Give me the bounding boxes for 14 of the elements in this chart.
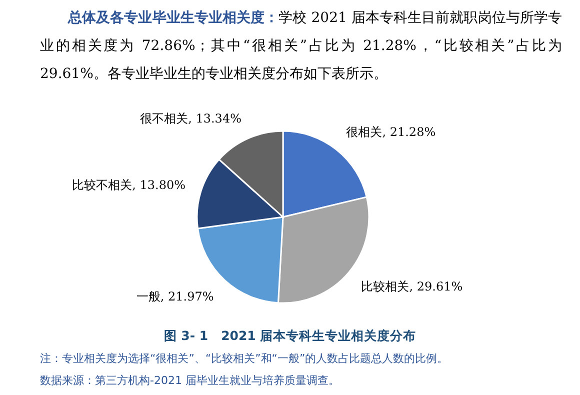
slice-label: 很不相关 [140, 111, 188, 126]
text: 注：专业相关度为选择“很相关”、“比较相关”和“一般”的人数占比题总人数的比例。 [40, 352, 448, 365]
data-label: , 13.34% [188, 111, 242, 126]
slice-label: 一般 [136, 289, 160, 304]
chart-subtitle: 总体及各专业毕业生专业相关度：学校 2021 届本专科生目前就职岗位与所学专业的相关度为 72.86%；其中“很相关”占比为 21.28%，“比较相关”占比为 29.61%。各专业毕业生的专业相关度分布如下表所示。 [40, 8, 562, 84]
slice-label: 比较不相关 [72, 178, 132, 192]
data-label: , 21.97% [160, 289, 214, 304]
data-label: , 29.61% [409, 279, 463, 294]
source-note: 数据来源：第三方机构-2021 届毕业生就业与培养质量调查。 [40, 374, 340, 387]
text: 图 3- 1 2021 届本专科生专业相关度分布 [164, 328, 416, 343]
slice-label: 很相关 [346, 125, 382, 140]
slice-label: 比较相关 [361, 279, 410, 294]
data-label: , 13.80% [132, 178, 186, 192]
data-label: , 21.28% [382, 125, 436, 140]
